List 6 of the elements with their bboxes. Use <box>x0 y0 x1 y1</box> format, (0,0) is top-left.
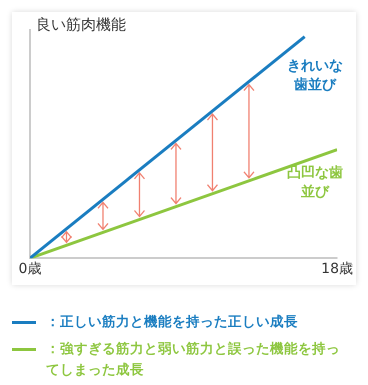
y-axis-title: 良い筋肉機能 <box>36 15 126 34</box>
annotation: きれいな歯並び <box>287 58 344 93</box>
legend-label: ：強すぎる筋力と弱い筋力と誤った機能を持ってしまった成長 <box>46 340 341 380</box>
x-tick-label: 18歳 <box>321 261 354 278</box>
legend-label: ：正しい筋力と機能を持った正しい成長 <box>46 313 299 332</box>
x-tick-label: 0歳 <box>18 261 42 278</box>
